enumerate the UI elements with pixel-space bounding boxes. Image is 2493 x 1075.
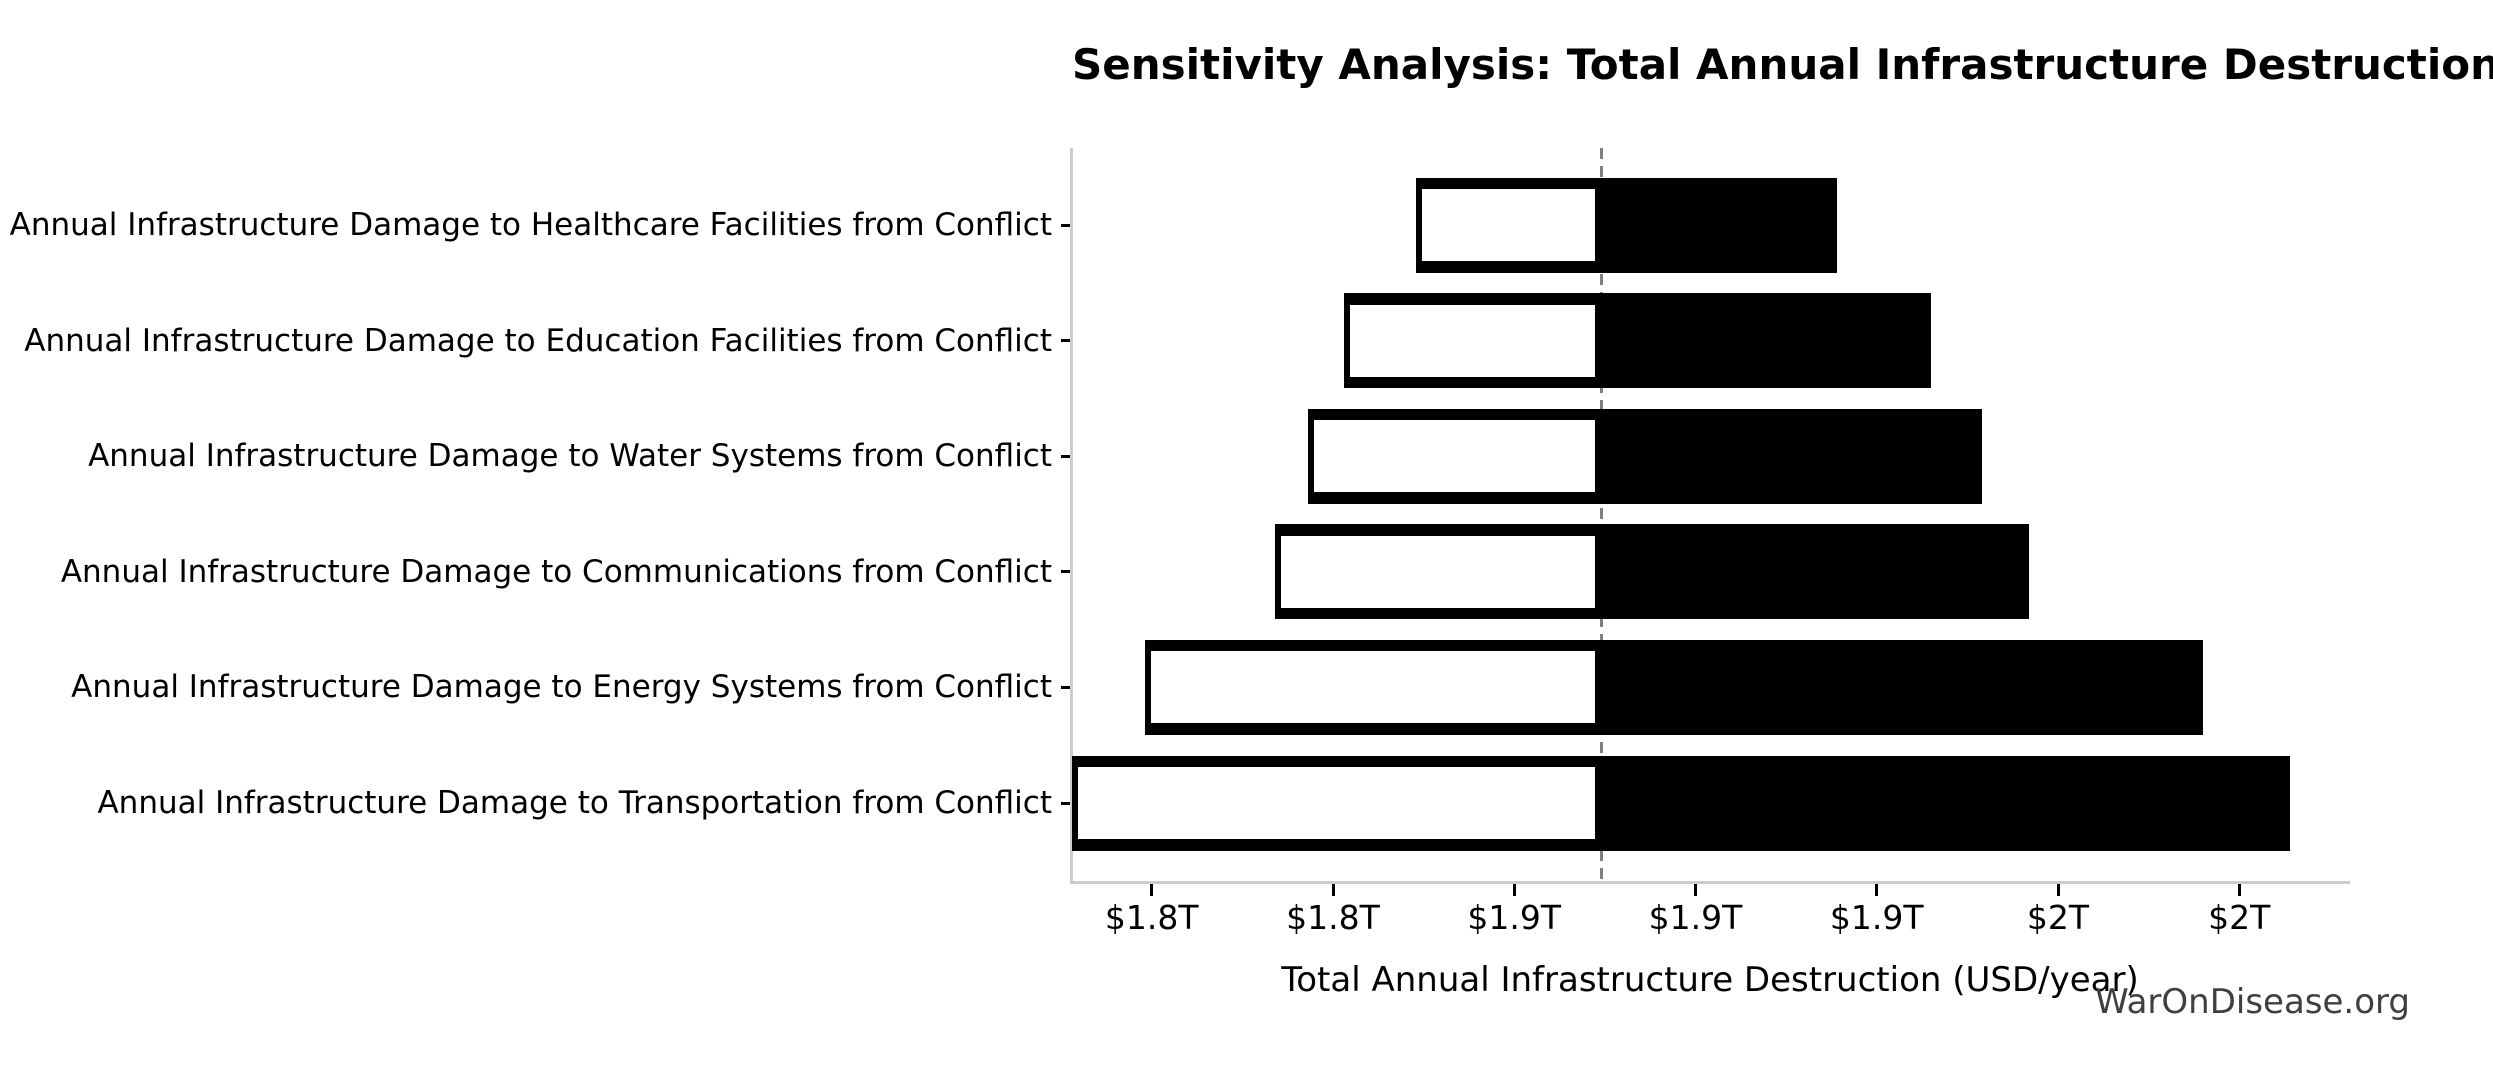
x-axis-tick bbox=[1512, 884, 1516, 896]
y-axis-category-label: Annual Infrastructure Damage to Healthca… bbox=[9, 207, 1052, 243]
y-axis-category-label: Annual Infrastructure Damage to Water Sy… bbox=[88, 438, 1052, 475]
chart-title: Sensitivity Analysis: Total Annual Infra… bbox=[1072, 40, 2493, 89]
x-axis-tick-label: $2T bbox=[2026, 898, 2090, 937]
bar-low-segment bbox=[1144, 645, 1602, 730]
x-axis-tick bbox=[1694, 884, 1697, 896]
bar-low-segment bbox=[1275, 529, 1602, 614]
y-axis-category-label: Annual Infrastructure Damage to Educatio… bbox=[24, 322, 1052, 359]
y-axis-tick bbox=[1061, 339, 1070, 343]
x-axis-tick bbox=[1331, 884, 1335, 896]
y-axis-spine bbox=[1070, 148, 1073, 884]
y-axis-category-label: Annual Infrastructure Damage to Transpor… bbox=[97, 785, 1052, 821]
x-axis-spine bbox=[1070, 881, 2350, 884]
y-axis-tick bbox=[1061, 685, 1070, 689]
x-axis-title: Total Annual Infrastructure Destruction … bbox=[1281, 960, 2139, 1000]
y-axis-tick bbox=[1061, 454, 1070, 458]
y-axis-tick bbox=[1061, 801, 1070, 805]
x-axis-tick bbox=[2056, 884, 2060, 896]
y-axis-category-label: Annual Infrastructure Damage to Communic… bbox=[60, 553, 1052, 590]
x-axis-tick-label: $1.9T bbox=[1829, 898, 1924, 937]
x-axis-tick bbox=[2237, 884, 2241, 896]
bar-low-segment bbox=[1307, 414, 1602, 499]
x-axis-tick bbox=[1150, 884, 1154, 896]
y-axis-category-label: Annual Infrastructure Damage to Energy S… bbox=[71, 669, 1052, 706]
x-axis-tick bbox=[1875, 884, 1879, 896]
y-axis-tick bbox=[1061, 223, 1070, 227]
bar-low-segment bbox=[1343, 298, 1602, 383]
x-axis-tick-label: $2T bbox=[2208, 898, 2271, 937]
x-axis-tick-label: $1.8T bbox=[1286, 898, 1380, 937]
x-axis-tick-label: $1.9T bbox=[1467, 898, 1562, 937]
bar-low-segment bbox=[1072, 761, 1602, 845]
baseline-marker bbox=[1599, 148, 1603, 882]
y-axis-tick bbox=[1061, 570, 1070, 574]
watermark-text: WarOnDisease.org bbox=[2095, 982, 2410, 1022]
bar-low-segment bbox=[1416, 183, 1602, 267]
x-axis-tick-label: $1.8T bbox=[1104, 898, 1199, 937]
x-axis-tick-label: $1.9T bbox=[1648, 898, 1743, 937]
